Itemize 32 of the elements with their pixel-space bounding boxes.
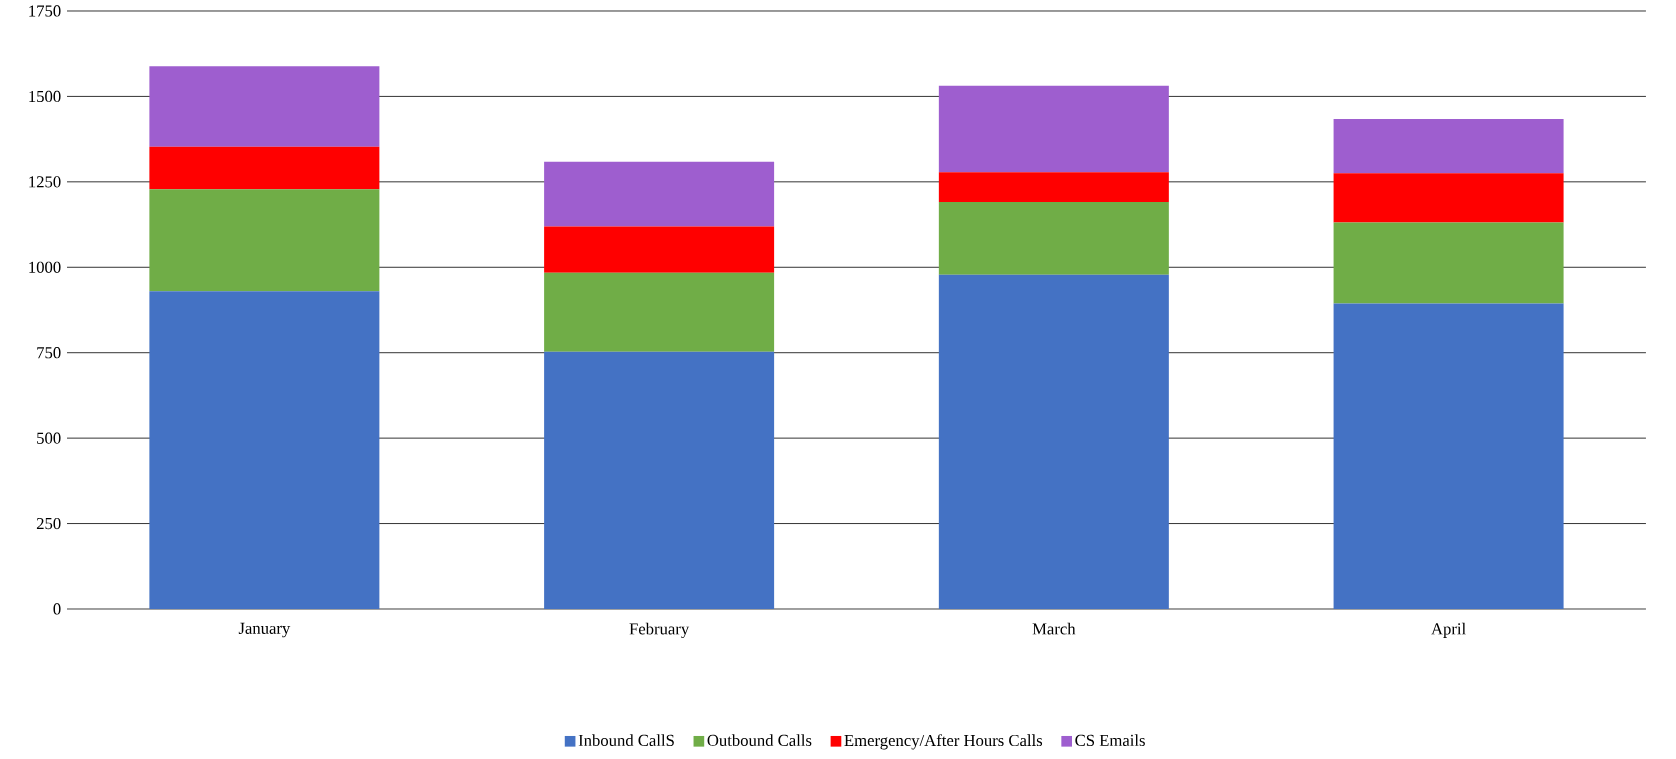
x-tick-label: April — [1431, 622, 1466, 638]
legend-label: Emergency/After Hours Calls — [844, 734, 1043, 750]
bar — [938, 85, 1169, 173]
legend-label: Inbound CallS — [578, 734, 674, 746]
y-tick-label: 1250 — [29, 176, 61, 188]
bar — [149, 66, 380, 147]
bar — [544, 272, 775, 352]
x-tick-label: January — [238, 622, 291, 638]
bar — [544, 351, 775, 609]
bar — [544, 161, 775, 227]
bar — [1333, 222, 1564, 304]
y-tick-label: 1000 — [29, 261, 61, 273]
bar — [938, 274, 1169, 609]
y-tick-label: 0 — [53, 603, 61, 615]
bar — [1333, 303, 1564, 609]
y-tick-label: 1750 — [29, 5, 61, 17]
bar — [1333, 118, 1564, 174]
legend-label: CS Emails — [1075, 734, 1145, 746]
bar — [149, 291, 380, 609]
x-tick-label: March — [1032, 622, 1076, 635]
legend-label: Outbound Calls — [707, 734, 812, 746]
bar — [149, 146, 380, 190]
bar — [938, 172, 1169, 203]
y-tick-label: 750 — [37, 347, 61, 359]
y-tick-label: 500 — [37, 432, 61, 444]
bar — [1333, 173, 1564, 223]
x-tick-label: February — [629, 622, 690, 638]
bar — [149, 189, 380, 292]
y-tick-label: 250 — [36, 517, 61, 530]
y-tick-label: 1500 — [29, 90, 61, 103]
bar — [938, 202, 1169, 275]
bar — [544, 226, 775, 273]
